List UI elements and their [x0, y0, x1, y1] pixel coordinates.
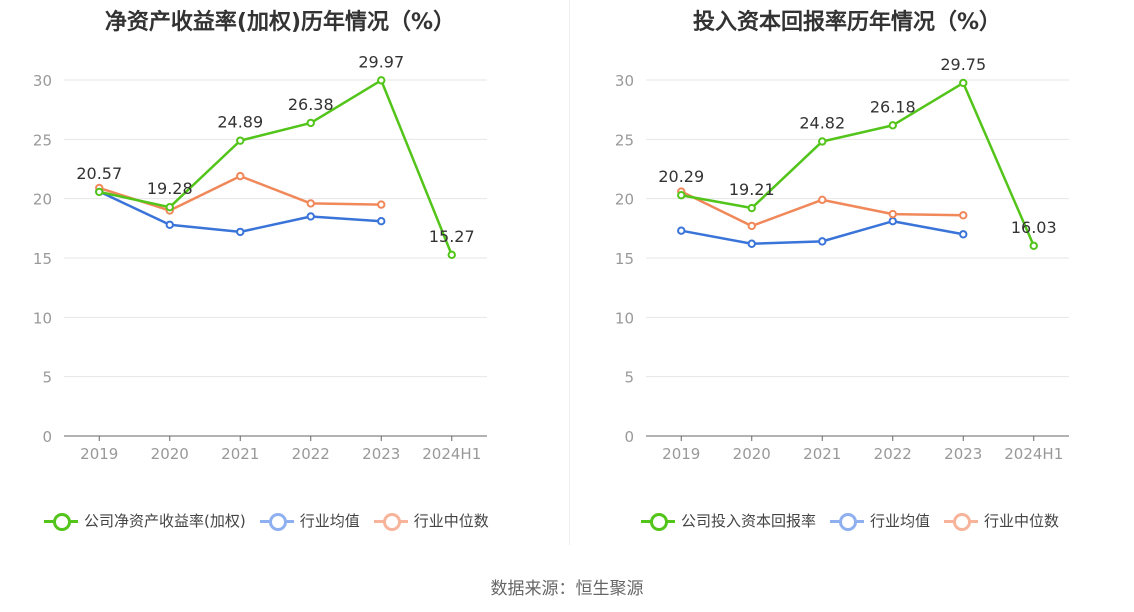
legend-company-marker: [44, 512, 78, 531]
panel-divider: [569, 0, 570, 545]
legend-avg-label: 行业均值: [870, 512, 931, 530]
y-tick-label: 30: [615, 72, 634, 90]
right-chart-title: 投入资本回报率历年情况（%）: [692, 10, 1002, 35]
company-series-point: [306, 118, 315, 128]
data-label: 29.97: [358, 52, 404, 71]
industry-avg-series-point: [888, 217, 897, 226]
y-tick-label: 5: [624, 369, 634, 387]
data-label: 19.21: [729, 180, 775, 199]
industry-avg-series-point: [818, 237, 827, 246]
legend-item-industry-median[interactable]: 行业中位数: [373, 510, 489, 531]
industry-median-series-point: [888, 209, 897, 219]
company-series-point: [236, 136, 245, 145]
company-series-point: [747, 203, 756, 213]
company-series-line: [98, 79, 453, 256]
y-tick-label: 25: [615, 131, 634, 149]
data-label: 19.28: [147, 179, 193, 198]
legend-avg-marker: [259, 512, 294, 531]
legend-item-industry-median[interactable]: 行业中位数: [944, 510, 1059, 531]
data-label: 26.38: [288, 95, 334, 114]
x-tick-label: 2023: [944, 445, 982, 463]
company-series-point: [677, 191, 686, 200]
industry-avg-series-point: [747, 239, 756, 248]
x-tick-label: 2024H1: [1004, 445, 1063, 463]
legend-item-industry-avg[interactable]: 行业均值: [259, 510, 360, 531]
company-series-point: [818, 137, 827, 146]
industry-median-series-point: [306, 199, 315, 208]
legend-median-label: 行业中位数: [984, 512, 1060, 530]
x-tick-label: 2022: [292, 445, 330, 463]
industry-median-series-point: [959, 211, 968, 220]
y-tick-label: 20: [615, 191, 634, 209]
y-tick-label: 15: [33, 250, 52, 268]
y-tick-label: 0: [42, 428, 52, 446]
y-tick-label: 5: [42, 369, 52, 387]
industry-avg-series-point: [306, 212, 315, 221]
industry-avg-series-point: [677, 226, 686, 235]
industry-median-series-point: [377, 200, 386, 209]
right-legend: 公司投入资本回报率 行业均值 行业中位数: [641, 510, 1073, 531]
x-tick-label: 2021: [803, 445, 841, 463]
company-series-point: [888, 121, 897, 130]
x-tick-label: 2019: [662, 445, 700, 463]
data-label: 26.18: [870, 97, 916, 116]
y-tick-label: 0: [624, 428, 634, 446]
legend-company-label: 公司投入资本回报率: [681, 512, 817, 530]
y-tick-label: 10: [615, 309, 634, 327]
y-tick-label: 15: [615, 250, 634, 268]
industry-median-series-point: [747, 221, 756, 231]
y-tick-label: 30: [33, 72, 52, 90]
industry-avg-series-point: [236, 227, 245, 237]
x-tick-label: 2019: [80, 445, 118, 463]
legend-median-marker: [944, 512, 979, 531]
data-label: 15.27: [429, 227, 475, 246]
industry-median-series-point: [236, 171, 245, 181]
company-series-line: [681, 81, 1035, 247]
company-series-point: [1029, 241, 1038, 250]
legend-company-marker: [641, 512, 675, 531]
industry-avg-series-point: [959, 230, 968, 239]
legend-median-marker: [373, 512, 408, 531]
company-series-point: [165, 203, 174, 212]
data-label: 24.82: [799, 113, 845, 132]
data-label: 20.29: [658, 167, 704, 186]
legend-company-label: 公司净资产收益率(加权): [84, 512, 246, 530]
y-tick-label: 25: [33, 131, 52, 149]
legend-item-company[interactable]: 公司净资产收益率(加权): [44, 510, 246, 531]
industry-median-series-point: [818, 195, 827, 205]
company-series-point: [95, 187, 104, 197]
company-series-point: [447, 250, 456, 259]
x-tick-label: 2021: [221, 445, 259, 463]
y-tick-label: 10: [33, 309, 52, 327]
industry-avg-series-point: [377, 217, 386, 226]
industry-avg-series-point: [165, 220, 174, 229]
data-label: 16.03: [1011, 218, 1057, 237]
legend-item-company[interactable]: 公司投入资本回报率: [641, 510, 816, 531]
company-series-point: [959, 78, 968, 88]
company-series-point: [377, 76, 386, 85]
left-legend: 公司净资产收益率(加权) 行业均值 行业中位数: [44, 510, 503, 531]
legend-avg-label: 行业均值: [299, 512, 360, 530]
legend-median-label: 行业中位数: [413, 512, 489, 530]
x-tick-label: 2020: [733, 445, 771, 463]
left-chart-title: 净资产收益率(加权)历年情况（%）: [104, 10, 456, 35]
x-tick-label: 2024H1: [422, 445, 481, 463]
data-label: 20.57: [76, 164, 122, 183]
data-label: 29.75: [940, 55, 986, 74]
data-source-note: 数据来源：恒生聚源: [490, 579, 644, 599]
legend-item-industry-avg[interactable]: 行业均值: [830, 510, 930, 531]
y-tick-label: 20: [33, 191, 52, 209]
industry-avg-series-line: [98, 190, 382, 234]
x-tick-label: 2022: [874, 445, 912, 463]
x-tick-label: 2020: [151, 445, 189, 463]
data-label: 24.89: [217, 113, 263, 132]
industry-median-series-line: [98, 174, 382, 212]
legend-avg-marker: [830, 512, 865, 531]
x-tick-label: 2023: [362, 445, 400, 463]
